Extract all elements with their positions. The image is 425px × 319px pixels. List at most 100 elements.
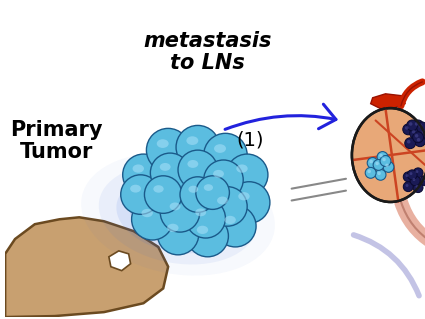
FancyArrowPatch shape [401,82,422,106]
Circle shape [415,170,418,173]
Circle shape [176,125,220,169]
Circle shape [410,176,420,186]
Circle shape [377,152,388,162]
FancyArrowPatch shape [401,202,425,242]
Circle shape [410,172,412,175]
Circle shape [150,153,190,193]
Circle shape [204,160,243,199]
Circle shape [379,154,383,157]
Circle shape [422,130,425,134]
Ellipse shape [160,163,170,171]
Circle shape [403,124,414,135]
Circle shape [410,128,421,139]
Circle shape [375,169,386,180]
Ellipse shape [187,136,198,145]
Circle shape [413,183,423,193]
Circle shape [160,193,200,232]
Ellipse shape [167,224,178,232]
Circle shape [132,198,173,240]
Ellipse shape [238,192,249,200]
Circle shape [413,168,423,178]
Ellipse shape [170,203,181,210]
Circle shape [369,160,373,163]
Circle shape [419,128,425,139]
Circle shape [407,120,418,131]
Circle shape [417,138,420,142]
Ellipse shape [236,164,248,173]
Ellipse shape [187,160,198,168]
Ellipse shape [197,226,208,234]
Ellipse shape [133,164,144,173]
Ellipse shape [116,175,240,253]
Circle shape [409,122,412,126]
Circle shape [204,133,247,177]
Circle shape [367,170,371,173]
Text: to LNs: to LNs [170,53,245,73]
Circle shape [412,130,415,134]
Circle shape [403,182,413,192]
Circle shape [186,198,225,238]
Circle shape [144,176,182,213]
Circle shape [123,154,164,196]
Circle shape [157,213,199,255]
Text: metastasis: metastasis [144,32,272,51]
Circle shape [422,178,425,181]
Ellipse shape [130,184,227,245]
FancyArrowPatch shape [401,82,422,106]
Ellipse shape [196,208,206,216]
Circle shape [412,178,415,181]
Circle shape [196,176,230,209]
Circle shape [415,136,425,147]
Text: Primary: Primary [10,120,103,140]
Circle shape [178,150,218,189]
FancyArrowPatch shape [225,104,336,130]
Circle shape [407,140,411,144]
Circle shape [367,158,378,168]
Circle shape [415,122,418,126]
Text: (1): (1) [236,131,264,150]
Circle shape [121,175,160,214]
Circle shape [405,184,408,187]
Circle shape [413,120,424,131]
Circle shape [415,134,418,137]
Ellipse shape [142,209,153,217]
Circle shape [403,172,413,182]
FancyArrowPatch shape [354,235,419,296]
Ellipse shape [130,185,141,193]
Ellipse shape [153,185,164,193]
Circle shape [365,167,376,178]
Circle shape [383,161,394,172]
Ellipse shape [157,139,169,148]
Circle shape [377,172,381,175]
Ellipse shape [352,108,425,202]
Polygon shape [109,251,130,271]
Circle shape [187,215,228,257]
Circle shape [407,170,417,180]
Circle shape [405,174,408,177]
Circle shape [228,182,270,223]
Circle shape [385,164,389,167]
Ellipse shape [204,184,213,191]
Polygon shape [5,217,168,317]
Circle shape [208,187,247,226]
Circle shape [227,154,268,196]
Ellipse shape [224,216,236,224]
Circle shape [373,160,384,170]
Ellipse shape [188,186,198,193]
Ellipse shape [213,170,224,178]
Circle shape [380,156,391,167]
Circle shape [416,122,425,133]
Circle shape [375,162,379,165]
Circle shape [419,124,422,128]
Ellipse shape [99,164,257,264]
Circle shape [405,126,408,130]
Ellipse shape [214,144,226,153]
Circle shape [413,132,424,143]
Circle shape [215,205,256,247]
Ellipse shape [217,197,228,204]
FancyArrowPatch shape [401,202,425,242]
Text: Tumor: Tumor [20,142,93,162]
Circle shape [405,138,416,149]
Circle shape [420,176,425,186]
Circle shape [147,128,190,172]
